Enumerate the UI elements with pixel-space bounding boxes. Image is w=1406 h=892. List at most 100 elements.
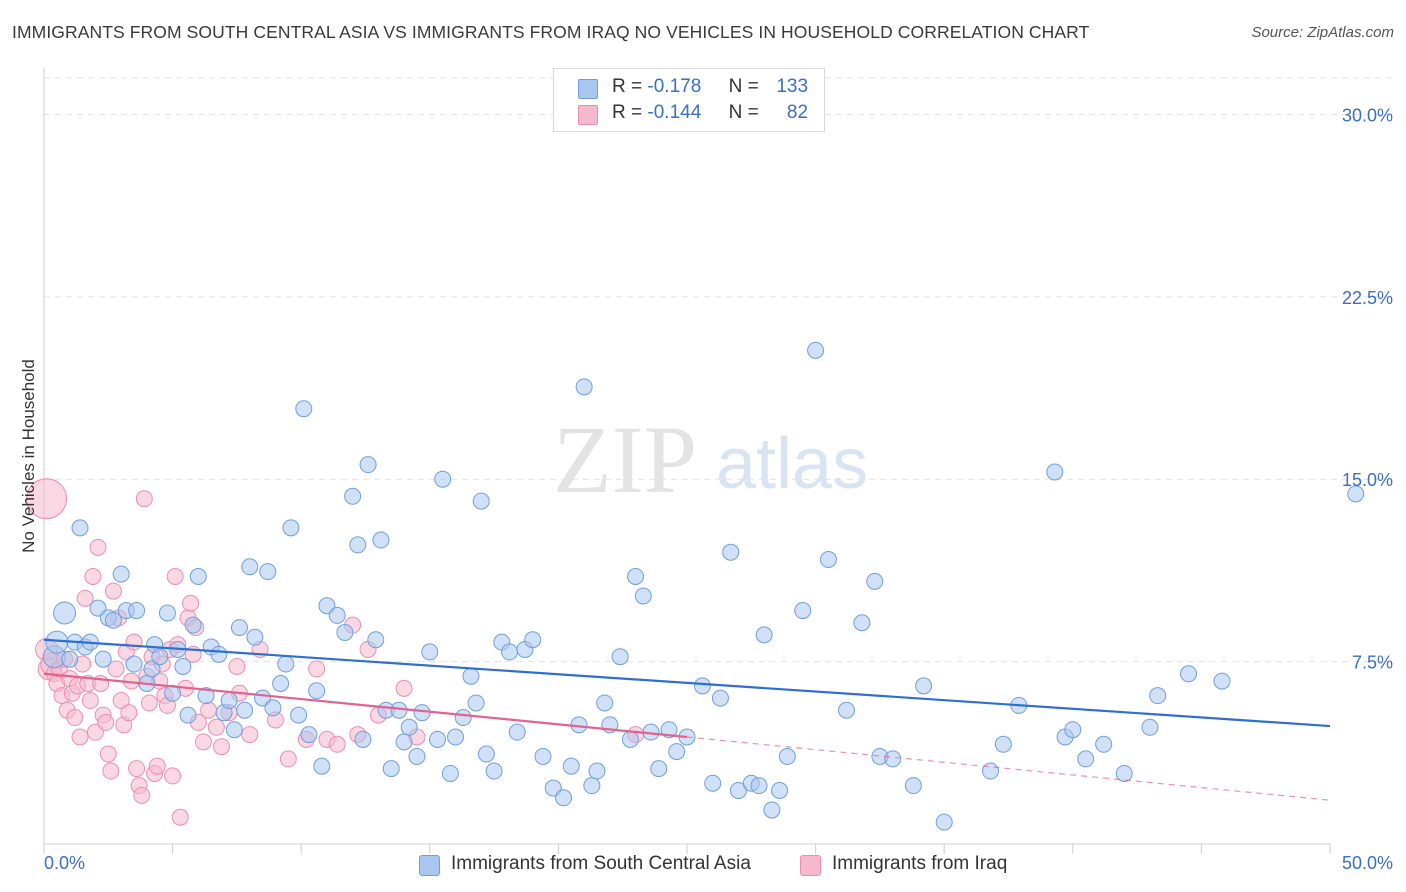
point-iraq bbox=[97, 713, 115, 731]
point-iraq bbox=[128, 760, 146, 778]
watermark: ZIP atlas bbox=[553, 406, 868, 513]
point-south-central-asia bbox=[596, 694, 614, 712]
point-south-central-asia bbox=[434, 470, 452, 488]
point-south-central-asia bbox=[611, 648, 629, 666]
legend-swatch-blue bbox=[578, 79, 598, 99]
stats-legend: R = -0.178 N = 133 R = -0.144 N = 82 bbox=[553, 68, 825, 132]
point-iraq bbox=[71, 728, 89, 746]
point-south-central-asia bbox=[454, 709, 472, 727]
legend-n-label: N = bbox=[728, 102, 759, 123]
point-south-central-asia bbox=[241, 558, 259, 576]
point-iraq bbox=[164, 767, 182, 785]
point-iraq bbox=[84, 568, 102, 586]
trend-line-south-central-asia bbox=[43, 638, 1331, 728]
point-south-central-asia bbox=[711, 689, 729, 707]
point-south-central-asia bbox=[1115, 764, 1133, 782]
point-south-central-asia bbox=[104, 611, 122, 629]
x-tick-label-max: 50.0% bbox=[1342, 853, 1393, 873]
point-south-central-asia bbox=[382, 760, 400, 778]
point-south-central-asia bbox=[151, 648, 169, 666]
point-iraq bbox=[212, 738, 230, 756]
x-tick-label-min: 0.0% bbox=[44, 853, 85, 873]
point-iraq bbox=[104, 582, 122, 600]
point-south-central-asia bbox=[704, 774, 722, 792]
point-south-central-asia bbox=[197, 687, 215, 705]
point-south-central-asia bbox=[344, 487, 362, 505]
legend-n-value: 133 bbox=[776, 76, 809, 97]
point-south-central-asia bbox=[1064, 721, 1082, 739]
point-iraq bbox=[241, 726, 259, 744]
point-iraq bbox=[395, 679, 413, 697]
point-iraq bbox=[125, 633, 143, 651]
point-south-central-asia bbox=[264, 699, 282, 717]
point-iraq bbox=[148, 757, 166, 775]
point-south-central-asia bbox=[184, 616, 202, 634]
trend-lines bbox=[43, 638, 1331, 801]
point-iraq bbox=[133, 786, 151, 804]
point-south-central-asia bbox=[1046, 463, 1064, 481]
point-south-central-asia bbox=[61, 650, 79, 668]
point-south-central-asia bbox=[112, 565, 130, 583]
y-tick-label: 30.0% bbox=[1342, 105, 1393, 125]
point-south-central-asia bbox=[534, 747, 552, 765]
point-south-central-asia bbox=[650, 760, 668, 778]
trend-line-iraq bbox=[43, 672, 688, 739]
point-iraq bbox=[140, 694, 158, 712]
point-south-central-asia bbox=[89, 599, 107, 617]
point-south-central-asia bbox=[318, 597, 336, 615]
point-south-central-asia bbox=[408, 747, 426, 765]
legend-label: Immigrants from Iraq bbox=[832, 853, 1008, 874]
point-south-central-asia bbox=[634, 587, 652, 605]
point-iraq bbox=[135, 490, 153, 508]
point-south-central-asia bbox=[179, 706, 197, 724]
point-south-central-asia bbox=[588, 762, 606, 780]
point-south-central-asia bbox=[884, 750, 902, 768]
data-points bbox=[26, 341, 1365, 831]
point-south-central-asia bbox=[313, 757, 331, 775]
point-south-central-asia bbox=[1180, 665, 1198, 683]
point-south-central-asia bbox=[367, 631, 385, 649]
point-iraq bbox=[328, 735, 346, 753]
point-south-central-asia bbox=[429, 730, 447, 748]
point-south-central-asia bbox=[994, 735, 1012, 753]
point-south-central-asia bbox=[308, 682, 326, 700]
point-south-central-asia bbox=[544, 779, 562, 797]
point-south-central-asia bbox=[94, 650, 112, 668]
point-south-central-asia bbox=[359, 456, 377, 474]
legend-n-label: N = bbox=[728, 76, 759, 97]
point-south-central-asia bbox=[336, 623, 354, 641]
point-south-central-asia bbox=[230, 619, 248, 637]
point-south-central-asia bbox=[755, 626, 773, 644]
series-legend: Immigrants from South Central Asia Immig… bbox=[0, 850, 1406, 880]
point-south-central-asia bbox=[693, 677, 711, 695]
point-south-central-asia bbox=[1141, 718, 1159, 736]
legend-r-value: -0.144 bbox=[647, 102, 702, 123]
point-south-central-asia bbox=[1213, 672, 1231, 690]
point-iraq bbox=[182, 594, 200, 612]
point-south-central-asia bbox=[807, 341, 825, 359]
point-south-central-asia bbox=[290, 706, 308, 724]
legend-swatch-pink bbox=[578, 105, 598, 125]
y-tick-label: 7.5% bbox=[1352, 653, 1393, 673]
point-south-central-asia bbox=[421, 643, 439, 661]
point-south-central-asia bbox=[441, 764, 459, 782]
point-south-central-asia bbox=[583, 777, 601, 795]
point-south-central-asia bbox=[236, 701, 254, 719]
point-south-central-asia bbox=[477, 745, 495, 763]
point-iraq bbox=[308, 660, 326, 678]
point-south-central-asia bbox=[277, 655, 295, 673]
point-south-central-asia bbox=[660, 721, 678, 739]
point-south-central-asia bbox=[853, 614, 871, 632]
point-south-central-asia bbox=[143, 660, 161, 678]
point-iraq bbox=[107, 660, 125, 678]
point-south-central-asia bbox=[295, 400, 313, 418]
point-south-central-asia bbox=[1077, 750, 1095, 768]
point-south-central-asia bbox=[282, 519, 300, 537]
point-south-central-asia bbox=[210, 645, 228, 663]
legend-text: R = -0.178 N = 133 bbox=[612, 76, 808, 98]
point-south-central-asia bbox=[174, 657, 192, 675]
legend-r-value: -0.178 bbox=[647, 76, 702, 97]
point-south-central-asia bbox=[771, 782, 789, 800]
point-iraq bbox=[200, 701, 218, 719]
